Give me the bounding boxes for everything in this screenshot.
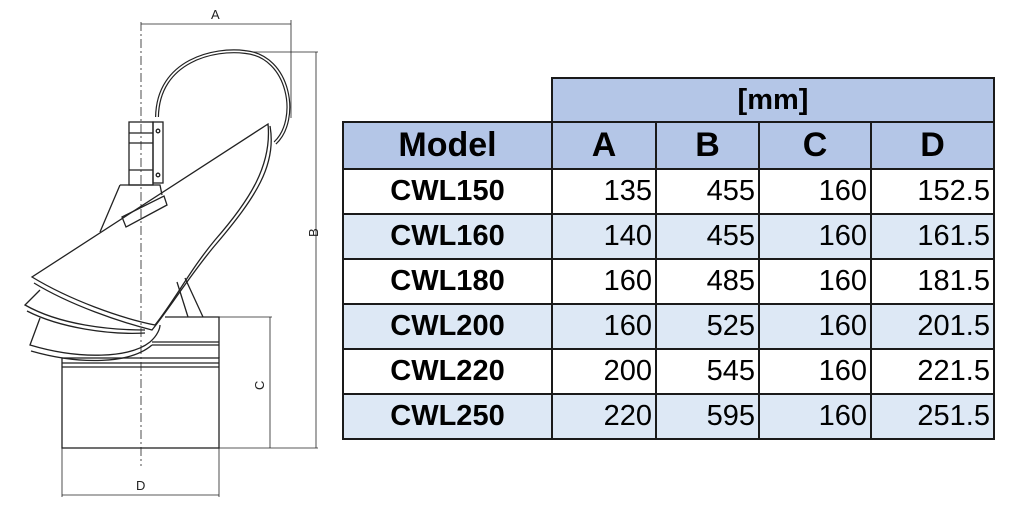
cell-a: 140 (551, 213, 657, 260)
cell-b: 455 (655, 213, 760, 260)
model-cell: CWL250 (342, 393, 553, 440)
model-cell: CWL220 (342, 348, 553, 395)
cell-b: 545 (655, 348, 760, 395)
column-header-a: A (551, 121, 657, 170)
model-cell: CWL180 (342, 258, 553, 305)
model-cell: CWL200 (342, 303, 553, 350)
dimension-a-label: A (211, 7, 220, 22)
dimension-c-label: C (252, 381, 267, 390)
cell-b: 485 (655, 258, 760, 305)
cell-a: 200 (551, 348, 657, 395)
column-header-b: B (655, 121, 760, 170)
table-row: CWL220 200 545 160 221.5 (342, 348, 995, 395)
dimension-b-label: B (306, 228, 321, 237)
hood (30, 122, 270, 326)
cell-d: 152.5 (870, 168, 995, 215)
table-row: CWL250 220 595 160 251.5 (342, 393, 995, 440)
table-row: CWL160 140 455 160 161.5 (342, 213, 995, 260)
cell-b: 595 (655, 393, 760, 440)
cell-b: 525 (655, 303, 760, 350)
model-cell: CWL160 (342, 213, 553, 260)
cell-c: 160 (758, 168, 872, 215)
dimension-d-label: D (136, 478, 145, 493)
cell-b: 455 (655, 168, 760, 215)
chimney-cowl-drawing: A B C D (23, 7, 321, 497)
cell-a: 220 (551, 393, 657, 440)
cell-d: 161.5 (870, 213, 995, 260)
table-row: CWL200 160 525 160 201.5 (342, 303, 995, 350)
cell-a: 135 (551, 168, 657, 215)
cell-c: 160 (758, 303, 872, 350)
table-row: CWL180 160 485 160 181.5 (342, 258, 995, 305)
cell-a: 160 (551, 303, 657, 350)
cell-d: 181.5 (870, 258, 995, 305)
column-header-model: Model (342, 121, 553, 170)
unit-header: [mm] (551, 77, 995, 123)
column-header-d: D (870, 121, 995, 170)
cell-d: 201.5 (870, 303, 995, 350)
cell-a: 160 (551, 258, 657, 305)
cell-c: 160 (758, 258, 872, 305)
column-header-c: C (758, 121, 872, 170)
dimensions-table: [mm] Model A B C D CWL150 135 455 160 15… (342, 77, 995, 440)
cell-d: 251.5 (870, 393, 995, 440)
base-pipe (61, 357, 220, 449)
table-row: CWL150 135 455 160 152.5 (342, 168, 995, 215)
model-cell: CWL150 (342, 168, 553, 215)
cell-c: 160 (758, 213, 872, 260)
cell-c: 160 (758, 348, 872, 395)
header-row: Model A B C D (342, 121, 995, 170)
cell-c: 160 (758, 393, 872, 440)
cell-d: 221.5 (870, 348, 995, 395)
